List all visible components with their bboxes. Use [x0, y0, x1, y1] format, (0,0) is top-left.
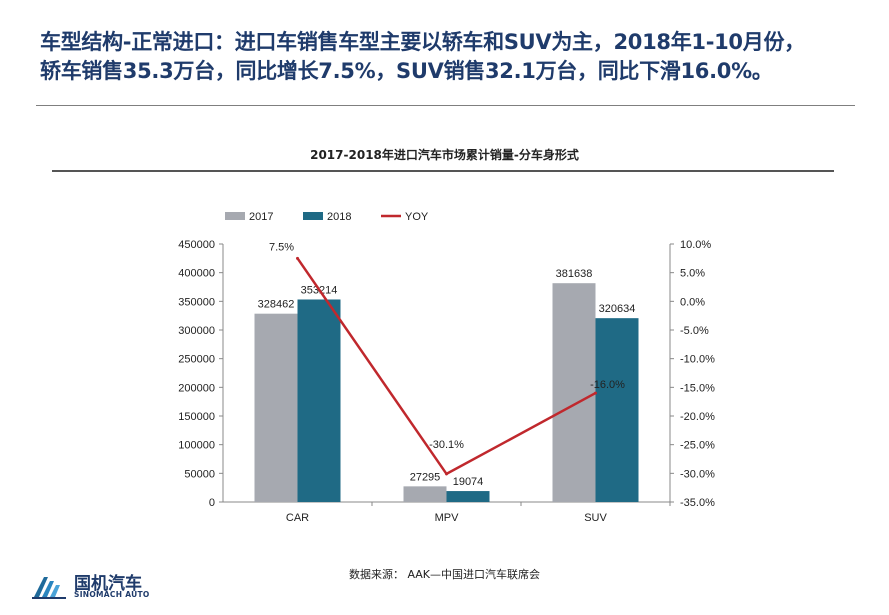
- x-tick-label: MPV: [435, 512, 460, 524]
- logo-name-cn: 国机汽车: [74, 574, 142, 594]
- y-right-tick-label: -5.0%: [680, 325, 709, 337]
- point-YOY-MPV: [445, 472, 448, 476]
- top-divider: [36, 105, 855, 106]
- y-right-tick-label: -20.0%: [680, 411, 715, 423]
- source-note: 数据来源： AAK—中国进口汽车联席会: [348, 568, 541, 581]
- y-left-tick-label: 350000: [178, 296, 215, 308]
- y-right-tick-label: 10.0%: [680, 239, 711, 251]
- bar-2018-CAR: [297, 299, 341, 502]
- y-left-tick-label: 150000: [178, 411, 215, 423]
- bar-label-2017-CAR: 328462: [258, 299, 295, 311]
- y-left-tick-label: 100000: [178, 440, 215, 452]
- point-label-YOY-CAR: 7.5%: [269, 241, 294, 253]
- point-label-YOY-MPV: -30.1%: [429, 439, 464, 451]
- y-left-tick-label: 450000: [178, 239, 215, 251]
- bar-2018-MPV: [446, 491, 490, 502]
- headline-line-1: 车型结构-正常进口：进口车销售车型主要以轿车和SUV为主，2018年1-10月份…: [40, 30, 805, 54]
- y-right-tick-label: 0.0%: [680, 296, 705, 308]
- sinomach-logo-icon: [32, 577, 66, 599]
- bar-label-2018-MPV: 19074: [453, 476, 484, 488]
- legend-label-2018: 2018: [327, 211, 351, 223]
- y-left-tick-label: 250000: [178, 354, 215, 366]
- bar-label-2017-MPV: 27295: [410, 471, 441, 483]
- bar-2018-SUV: [595, 318, 639, 502]
- point-YOY-SUV: [594, 391, 597, 395]
- legend-label-2017: 2017: [249, 211, 273, 223]
- y-left-tick-label: 50000: [184, 468, 215, 480]
- y-right-tick-label: -15.0%: [680, 382, 715, 394]
- y-right-tick-label: -10.0%: [680, 354, 715, 366]
- y-right-tick-label: -30.0%: [680, 468, 715, 480]
- headline-line-2: 轿车销售35.3万台，同比增长7.5%，SUV销售32.1万台，同比下滑16.0…: [40, 59, 773, 83]
- point-label-YOY-SUV: -16.0%: [590, 379, 625, 391]
- legend-swatch-2018: [303, 212, 323, 220]
- point-YOY-CAR: [296, 256, 299, 260]
- legend-swatch-2017: [225, 212, 245, 220]
- headline: 车型结构-正常进口：进口车销售车型主要以轿车和SUV为主，2018年1-10月份…: [40, 28, 885, 86]
- logo-name-en: SINOMACH AUTO: [74, 590, 150, 599]
- y-left-tick-label: 400000: [178, 268, 215, 280]
- legend-label-YOY: YOY: [405, 211, 429, 223]
- y-right-tick-label: 5.0%: [680, 268, 705, 280]
- chart-title: 2017-2018年进口汽车市场累计销量-分车身形式: [310, 148, 579, 162]
- bar-2017-SUV: [552, 283, 596, 502]
- bar-2017-MPV: [403, 486, 447, 502]
- x-tick-label: SUV: [584, 512, 607, 524]
- bar-label-2017-SUV: 381638: [556, 268, 593, 280]
- y-left-tick-label: 0: [209, 497, 215, 509]
- y-left-tick-label: 300000: [178, 325, 215, 337]
- y-right-tick-label: -25.0%: [680, 440, 715, 452]
- y-left-tick-label: 200000: [178, 382, 215, 394]
- chart-title-underline: [52, 170, 834, 172]
- x-tick-label: CAR: [286, 512, 309, 524]
- y-right-tick-label: -35.0%: [680, 497, 715, 509]
- bar-label-2018-SUV: 320634: [599, 303, 636, 315]
- bar-2017-CAR: [254, 313, 298, 502]
